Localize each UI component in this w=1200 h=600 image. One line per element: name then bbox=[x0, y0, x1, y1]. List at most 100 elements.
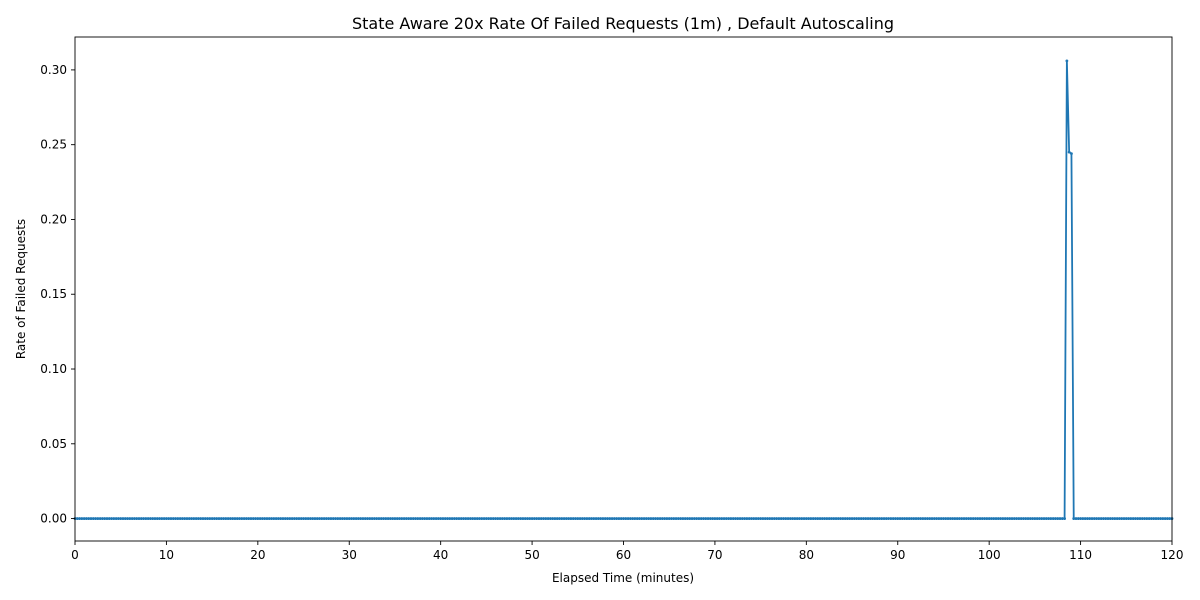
data-point bbox=[615, 517, 619, 520]
data-point bbox=[322, 517, 326, 520]
data-point bbox=[206, 517, 209, 520]
data-point bbox=[1145, 517, 1149, 520]
data-point bbox=[1120, 517, 1124, 520]
data-point bbox=[823, 517, 827, 520]
data-point bbox=[756, 517, 760, 520]
data-point bbox=[804, 517, 808, 520]
data-point bbox=[336, 517, 340, 520]
data-point bbox=[802, 517, 806, 520]
data-point bbox=[546, 517, 550, 520]
data-point bbox=[121, 517, 125, 520]
y-tick-label: 0.25 bbox=[40, 138, 67, 152]
data-point bbox=[123, 517, 127, 520]
data-point bbox=[875, 517, 879, 520]
data-point bbox=[466, 517, 470, 520]
data-point bbox=[402, 517, 406, 520]
data-point bbox=[432, 517, 436, 520]
data-point bbox=[1010, 517, 1014, 520]
plot-area bbox=[73, 59, 1174, 520]
data-point bbox=[731, 517, 735, 520]
data-point bbox=[560, 517, 564, 520]
x-tick-label: 80 bbox=[799, 548, 814, 562]
x-tick-label: 20 bbox=[250, 548, 265, 562]
data-point bbox=[313, 517, 317, 520]
data-point bbox=[894, 517, 897, 520]
data-point bbox=[414, 517, 417, 520]
data-point bbox=[107, 517, 111, 520]
data-point bbox=[372, 517, 376, 520]
data-point bbox=[265, 517, 269, 520]
data-point bbox=[841, 517, 845, 520]
data-point bbox=[201, 517, 205, 520]
data-point bbox=[171, 517, 175, 520]
data-point bbox=[231, 517, 235, 520]
data-point bbox=[1008, 517, 1012, 520]
data-point bbox=[503, 517, 507, 520]
data-point bbox=[832, 517, 836, 520]
data-point bbox=[526, 517, 529, 520]
data-point bbox=[539, 517, 543, 520]
data-point bbox=[94, 517, 97, 520]
data-point bbox=[155, 517, 159, 520]
data-point bbox=[471, 517, 475, 520]
data-point bbox=[855, 517, 859, 520]
data-point bbox=[217, 517, 221, 520]
y-tick-label: 0.30 bbox=[40, 63, 67, 77]
data-point bbox=[441, 517, 445, 520]
data-point bbox=[185, 517, 189, 520]
data-point bbox=[880, 517, 884, 520]
data-point bbox=[238, 517, 241, 520]
data-point bbox=[750, 517, 753, 520]
data-point bbox=[420, 517, 424, 520]
data-point bbox=[343, 517, 347, 520]
data-point bbox=[587, 517, 591, 520]
data-point bbox=[928, 517, 932, 520]
data-point bbox=[868, 517, 872, 520]
data-point bbox=[318, 517, 321, 520]
data-point bbox=[1088, 517, 1092, 520]
data-point bbox=[283, 517, 287, 520]
data-point bbox=[251, 517, 255, 520]
data-point bbox=[293, 517, 296, 520]
data-point bbox=[775, 517, 779, 520]
data-point bbox=[409, 517, 413, 520]
data-point bbox=[302, 517, 305, 520]
data-point bbox=[686, 517, 689, 520]
data-point bbox=[905, 517, 909, 520]
data-point bbox=[766, 517, 769, 520]
data-point bbox=[519, 517, 523, 520]
data-point bbox=[315, 517, 319, 520]
data-point bbox=[139, 517, 143, 520]
data-point bbox=[818, 517, 822, 520]
data-point bbox=[932, 517, 936, 520]
data-point bbox=[334, 517, 337, 520]
data-point bbox=[1102, 517, 1105, 520]
data-point bbox=[263, 517, 267, 520]
axes: 0 10 20 30 40 50 60 70 80 90 100 110 120 0.00 0.05 0.10… bbox=[40, 36, 1183, 562]
data-point bbox=[898, 517, 902, 520]
data-point bbox=[784, 517, 788, 520]
data-point bbox=[610, 517, 614, 520]
data-point bbox=[1028, 517, 1032, 520]
data-point bbox=[299, 517, 303, 520]
data-point bbox=[772, 517, 776, 520]
data-point bbox=[1042, 517, 1046, 520]
x-tick-label: 40 bbox=[433, 548, 448, 562]
y-tick-label: 0.15 bbox=[40, 287, 67, 301]
data-point bbox=[398, 517, 401, 520]
data-point bbox=[722, 517, 726, 520]
data-point bbox=[683, 517, 687, 520]
data-point bbox=[939, 517, 943, 520]
data-point bbox=[583, 517, 587, 520]
data-point bbox=[535, 517, 539, 520]
data-point bbox=[923, 517, 927, 520]
data-point bbox=[1092, 517, 1096, 520]
y-tick-label: 0.10 bbox=[40, 362, 67, 376]
data-point bbox=[1111, 517, 1114, 520]
series-line bbox=[75, 60, 1172, 520]
data-point bbox=[951, 517, 954, 520]
data-point bbox=[601, 517, 605, 520]
data-point bbox=[834, 517, 838, 520]
y-tick-label: 0.05 bbox=[40, 437, 67, 451]
